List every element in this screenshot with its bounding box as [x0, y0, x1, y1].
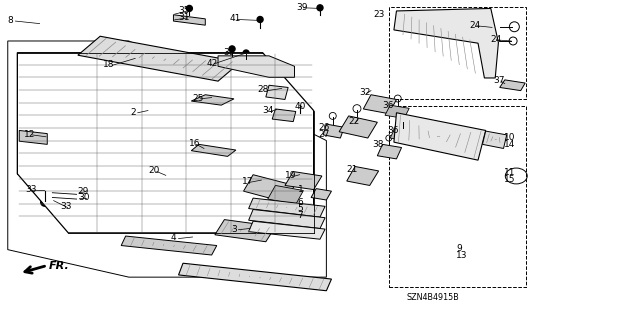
Text: 29: 29: [78, 187, 89, 196]
Text: 41: 41: [230, 14, 241, 23]
Polygon shape: [244, 175, 294, 202]
Text: 26: 26: [319, 123, 330, 132]
Text: 33: 33: [26, 185, 37, 194]
Polygon shape: [173, 15, 205, 25]
Text: 25: 25: [193, 94, 204, 103]
Polygon shape: [191, 145, 236, 156]
Text: 37: 37: [493, 76, 505, 85]
Text: SZN4B4915B: SZN4B4915B: [406, 293, 460, 301]
Text: 18: 18: [103, 60, 115, 69]
Text: 24: 24: [491, 35, 502, 44]
Text: 5: 5: [298, 204, 303, 213]
Text: 7: 7: [298, 211, 303, 220]
Polygon shape: [385, 105, 409, 118]
Polygon shape: [215, 219, 275, 242]
Text: 30: 30: [78, 193, 90, 202]
Polygon shape: [394, 8, 499, 78]
Bar: [389, 6, 526, 99]
Polygon shape: [394, 113, 486, 160]
Polygon shape: [272, 109, 296, 122]
Text: 2: 2: [130, 108, 136, 117]
Text: 17: 17: [243, 177, 253, 186]
Text: FR.: FR.: [49, 261, 70, 271]
Text: 36: 36: [383, 101, 394, 110]
Text: 3: 3: [231, 225, 237, 234]
Text: 31: 31: [179, 13, 190, 22]
Polygon shape: [311, 189, 332, 200]
Text: 22: 22: [348, 117, 359, 126]
Text: 15: 15: [504, 174, 515, 184]
Circle shape: [229, 46, 235, 52]
Bar: [389, 106, 526, 287]
Polygon shape: [364, 95, 396, 114]
Text: 13: 13: [456, 250, 468, 260]
Text: 12: 12: [24, 130, 36, 139]
Polygon shape: [191, 95, 234, 105]
Polygon shape: [266, 85, 288, 100]
Polygon shape: [268, 185, 303, 204]
Text: 27: 27: [319, 130, 330, 139]
Polygon shape: [19, 130, 47, 145]
Text: 6: 6: [298, 198, 303, 207]
Text: 24: 24: [469, 21, 481, 30]
Circle shape: [243, 50, 249, 56]
Text: 42: 42: [207, 59, 218, 68]
Text: 14: 14: [504, 140, 515, 149]
Text: 35: 35: [179, 6, 190, 15]
Circle shape: [186, 5, 193, 11]
Circle shape: [317, 5, 323, 11]
Text: 40: 40: [294, 102, 306, 111]
Text: 10: 10: [504, 133, 515, 142]
Polygon shape: [248, 221, 325, 239]
Text: 23: 23: [374, 10, 385, 19]
Circle shape: [41, 198, 49, 206]
Text: 38: 38: [372, 140, 384, 149]
Text: 9: 9: [456, 244, 462, 253]
Polygon shape: [285, 172, 322, 189]
Polygon shape: [248, 198, 325, 217]
Polygon shape: [78, 36, 241, 81]
Polygon shape: [390, 128, 414, 141]
Polygon shape: [323, 124, 344, 138]
Text: 33: 33: [60, 203, 72, 211]
Polygon shape: [121, 236, 217, 255]
Polygon shape: [17, 53, 314, 233]
Polygon shape: [500, 80, 525, 91]
Text: 28: 28: [257, 85, 269, 94]
Circle shape: [257, 17, 263, 22]
Text: 20: 20: [148, 166, 159, 175]
Text: 8: 8: [8, 16, 13, 25]
Polygon shape: [347, 167, 379, 185]
Polygon shape: [483, 131, 507, 148]
Text: 19: 19: [285, 172, 296, 181]
Text: 1: 1: [298, 185, 303, 194]
Polygon shape: [378, 145, 401, 159]
Text: 11: 11: [504, 168, 515, 177]
Polygon shape: [179, 263, 332, 291]
Polygon shape: [218, 56, 294, 77]
Text: 4: 4: [170, 234, 176, 242]
Text: 21: 21: [347, 165, 358, 174]
Text: 39: 39: [223, 48, 235, 57]
Text: 34: 34: [262, 106, 274, 115]
Polygon shape: [248, 210, 325, 228]
Polygon shape: [339, 116, 378, 138]
Text: 36: 36: [388, 126, 399, 135]
Text: 32: 32: [360, 88, 371, 97]
Text: 16: 16: [189, 139, 200, 148]
Text: 39: 39: [296, 3, 307, 12]
